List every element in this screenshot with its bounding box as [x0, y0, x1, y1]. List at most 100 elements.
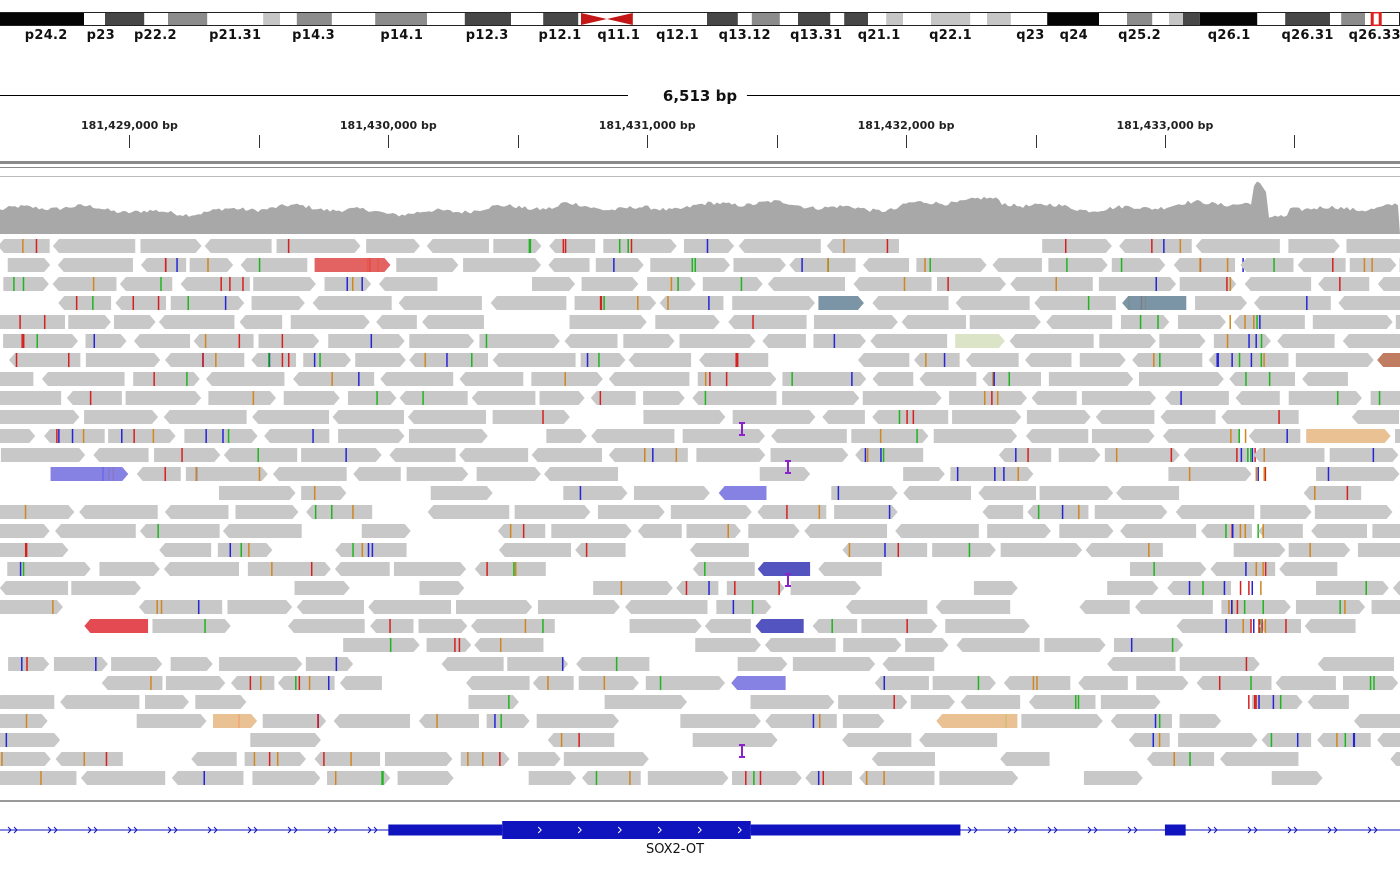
aligned-read[interactable] [531, 372, 603, 386]
aligned-read[interactable] [919, 733, 998, 747]
aligned-read[interactable] [1312, 315, 1393, 329]
aligned-read[interactable] [1195, 239, 1280, 253]
aligned-read[interactable] [604, 695, 688, 709]
soft-clipped-read[interactable] [955, 334, 1005, 348]
aligned-read[interactable] [834, 505, 898, 519]
aligned-read[interactable] [393, 562, 467, 576]
aligned-read[interactable] [1251, 695, 1303, 709]
aligned-read[interactable] [1392, 581, 1400, 595]
aligned-read[interactable] [689, 543, 749, 557]
aligned-read[interactable] [546, 429, 587, 443]
aligned-read[interactable] [679, 334, 756, 348]
aligned-read[interactable] [1304, 619, 1356, 633]
aligned-read[interactable] [217, 543, 273, 557]
aligned-read[interactable] [1253, 296, 1331, 310]
aligned-read[interactable] [1377, 277, 1400, 291]
aligned-read[interactable] [1116, 486, 1180, 500]
aligned-read[interactable] [227, 600, 293, 614]
aligned-read[interactable] [1058, 448, 1101, 462]
aligned-read[interactable] [952, 410, 1022, 424]
aligned-read[interactable] [692, 562, 755, 576]
aligned-read[interactable] [633, 486, 710, 500]
aligned-read[interactable] [1000, 752, 1050, 766]
aligned-read[interactable] [537, 600, 620, 614]
aligned-read[interactable] [9, 353, 81, 367]
aligned-read[interactable] [1160, 410, 1216, 424]
aligned-read[interactable] [738, 239, 821, 253]
aligned-read[interactable] [1295, 353, 1374, 367]
aligned-read[interactable] [163, 410, 247, 424]
aligned-read[interactable] [676, 581, 719, 595]
aligned-read[interactable] [398, 296, 482, 310]
aligned-read[interactable] [903, 467, 945, 481]
aligned-read[interactable] [1026, 410, 1091, 424]
aligned-read[interactable] [219, 657, 303, 671]
aligned-read[interactable] [99, 562, 160, 576]
aligned-read[interactable] [919, 372, 977, 386]
aligned-read[interactable] [66, 391, 122, 405]
aligned-read[interactable] [1240, 258, 1294, 272]
aligned-read[interactable] [170, 296, 245, 310]
aligned-read[interactable] [842, 714, 885, 728]
soft-clipped-read[interactable] [818, 296, 864, 310]
aligned-read[interactable] [258, 334, 320, 348]
aligned-read[interactable] [460, 752, 510, 766]
aligned-read[interactable] [366, 239, 420, 253]
aligned-read[interactable] [539, 391, 585, 405]
aligned-read[interactable] [418, 714, 479, 728]
aligned-read[interactable] [574, 296, 657, 310]
aligned-read[interactable] [578, 676, 639, 690]
aligned-read[interactable] [159, 543, 212, 557]
aligned-read[interactable] [732, 410, 816, 424]
gene-exon[interactable] [502, 821, 751, 839]
aligned-read[interactable] [189, 258, 234, 272]
aligned-read[interactable] [1317, 657, 1395, 671]
aligned-read[interactable] [430, 486, 493, 500]
aligned-read[interactable] [1104, 448, 1180, 462]
aligned-read[interactable] [628, 353, 692, 367]
aligned-read[interactable] [1119, 239, 1192, 253]
aligned-read[interactable] [699, 353, 769, 367]
aligned-read[interactable] [1099, 334, 1156, 348]
aligned-read[interactable] [1302, 372, 1348, 386]
aligned-read[interactable] [683, 239, 735, 253]
aligned-read[interactable] [93, 448, 149, 462]
aligned-read[interactable] [939, 771, 1019, 785]
gene-exon[interactable] [388, 824, 503, 836]
aligned-read[interactable] [862, 391, 942, 405]
aligned-read[interactable] [44, 429, 105, 443]
aligned-read[interactable] [53, 657, 108, 671]
aligned-read[interactable] [244, 752, 306, 766]
aligned-read[interactable] [1111, 258, 1166, 272]
aligned-read[interactable] [1000, 543, 1083, 557]
aligned-read[interactable] [165, 676, 226, 690]
aligned-read[interactable] [655, 315, 720, 329]
aligned-read[interactable] [843, 638, 902, 652]
soft-clipped-read[interactable] [757, 562, 811, 576]
aligned-read[interactable] [901, 315, 967, 329]
aligned-read[interactable] [1220, 752, 1299, 766]
aligned-read[interactable] [0, 543, 69, 557]
aligned-read[interactable] [409, 334, 475, 348]
aligned-read[interactable] [695, 638, 761, 652]
aligned-read[interactable] [1210, 562, 1276, 576]
aligned-read[interactable] [1091, 429, 1155, 443]
aligned-read[interactable] [471, 391, 536, 405]
aligned-read[interactable] [757, 505, 827, 519]
aligned-read[interactable] [998, 448, 1052, 462]
aligned-read[interactable] [842, 733, 912, 747]
aligned-read[interactable] [965, 353, 1019, 367]
aligned-read[interactable] [1179, 657, 1260, 671]
aligned-read[interactable] [861, 619, 938, 633]
aligned-read[interactable] [1183, 448, 1250, 462]
aligned-read[interactable] [476, 467, 541, 481]
aligned-read[interactable] [1079, 353, 1126, 367]
aligned-read[interactable] [335, 543, 407, 557]
aligned-read[interactable] [547, 733, 615, 747]
aligned-read[interactable] [973, 581, 1018, 595]
aligned-read[interactable] [1042, 239, 1112, 253]
aligned-read[interactable] [1044, 638, 1106, 652]
aligned-read[interactable] [1162, 429, 1240, 443]
aligned-read[interactable] [397, 771, 454, 785]
aligned-read[interactable] [463, 258, 542, 272]
